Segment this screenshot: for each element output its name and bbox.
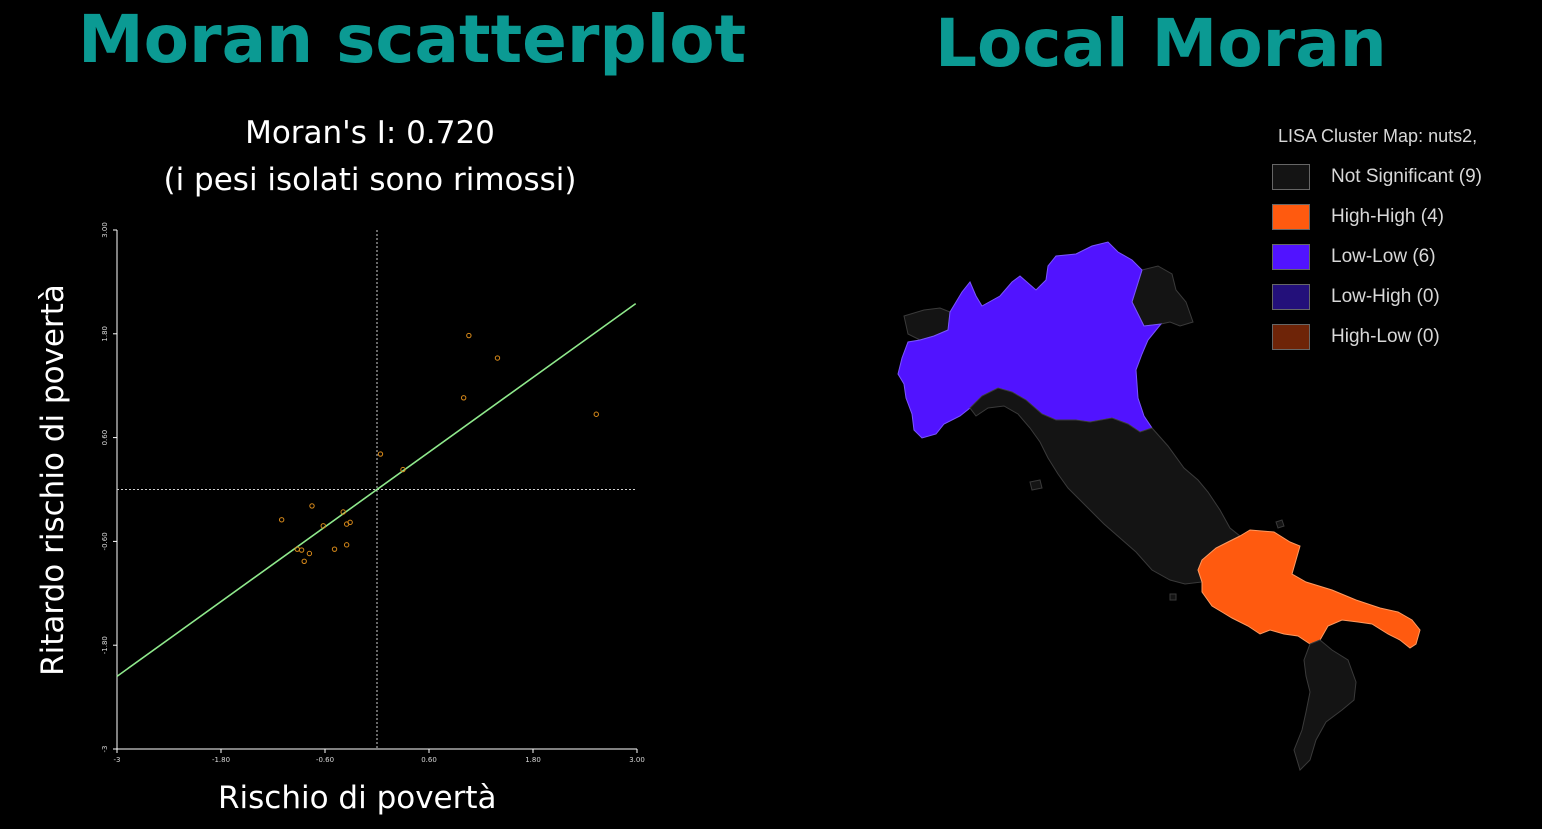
map-region-south-high-high	[1197, 529, 1421, 649]
legend-swatch	[1272, 164, 1310, 190]
map-legend: LISA Cluster Map: nuts2, Not Significant…	[1272, 126, 1482, 357]
data-point	[377, 451, 384, 457]
legend-swatch	[1272, 284, 1310, 310]
x-tick-label: 0.60	[421, 756, 437, 764]
data-point	[340, 509, 346, 515]
legend-title: LISA Cluster Map: nuts2,	[1278, 126, 1478, 146]
lisa-cluster-map	[897, 241, 1421, 771]
y-axis-label: Ritardo rischio di povertà	[35, 284, 71, 676]
data-point	[331, 546, 338, 552]
y-tick-label: -1.80	[101, 636, 109, 654]
map-island-capri	[1169, 593, 1177, 601]
legend-swatch	[1272, 324, 1310, 350]
data-point	[343, 542, 350, 548]
map-region-northeast	[1131, 265, 1194, 327]
map-island-elba	[1029, 479, 1043, 491]
map-island-tremiti	[1275, 519, 1285, 529]
data-point	[494, 355, 501, 361]
legend-item-low-high: Low-High (0)	[1272, 277, 1482, 317]
legend-label: High-High (4)	[1331, 206, 1444, 227]
data-point	[347, 519, 353, 526]
map-region-calabria	[1293, 639, 1357, 771]
legend-label: High-Low (0)	[1331, 326, 1440, 347]
legend-label: Not Significant (9)	[1331, 166, 1483, 187]
moran-scatterplot: -3 -1.80 -0.60 0.60 1.80 3.00 -3 -1.80 -0.60 0.60…	[101, 222, 645, 764]
legend-swatch	[1272, 204, 1310, 230]
y-tick-label: 3.00	[101, 222, 109, 238]
x-tick-label: -3	[114, 756, 121, 764]
y-tick-label: -0.60	[101, 532, 109, 550]
x-tick-label: 3.00	[629, 756, 645, 764]
x-axis-label: Rischio di povertà	[218, 780, 497, 816]
data-point	[278, 517, 285, 523]
legend-label: Low-High (0)	[1331, 286, 1440, 307]
legend-item-low-low: Low-Low (6)	[1272, 237, 1482, 277]
data-point	[460, 395, 467, 401]
legend-swatch	[1272, 244, 1310, 270]
y-tick-label: 0.60	[101, 430, 109, 446]
y-tick-label: -3	[101, 746, 109, 753]
legend-item-high-high: High-High (4)	[1272, 197, 1482, 237]
chart-subtitle: (i pesi isolati sono rimossi)	[163, 162, 577, 198]
data-point	[320, 523, 326, 529]
data-point	[301, 558, 307, 564]
data-point	[466, 332, 472, 339]
legend-item-high-low: High-Low (0)	[1272, 317, 1482, 357]
regression-line	[116, 302, 637, 677]
data-point	[593, 411, 599, 417]
scatterplot-heading: Moran scatterplot	[78, 1, 747, 78]
legend-item-not-significant: Not Significant (9)	[1272, 157, 1482, 197]
legend-label: Low-Low (6)	[1331, 246, 1436, 267]
x-tick-label: -1.80	[212, 756, 230, 764]
x-tick-label: -0.60	[316, 756, 334, 764]
data-point	[298, 547, 305, 553]
data-point	[306, 550, 313, 557]
x-tick-label: 1.80	[525, 756, 541, 764]
y-tick-label: 1.80	[101, 326, 109, 342]
data-point	[400, 466, 406, 473]
data-point	[309, 503, 315, 509]
chart-title: Moran's I: 0.720	[245, 115, 495, 151]
local-moran-heading: Local Moran	[935, 5, 1387, 82]
